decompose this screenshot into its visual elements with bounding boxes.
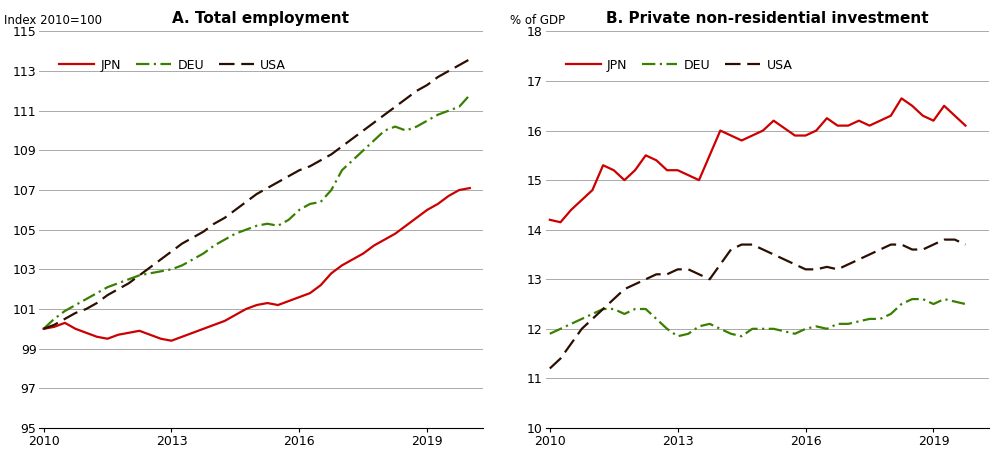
Legend: JPN, DEU, USA: JPN, DEU, USA [54,54,291,77]
Title: B. Private non-residential investment: B. Private non-residential investment [606,11,929,26]
Text: Index 2010=100: Index 2010=100 [4,15,102,28]
Legend: JPN, DEU, USA: JPN, DEU, USA [561,54,797,77]
Text: % of GDP: % of GDP [510,15,565,28]
Title: A. Total employment: A. Total employment [172,11,349,26]
